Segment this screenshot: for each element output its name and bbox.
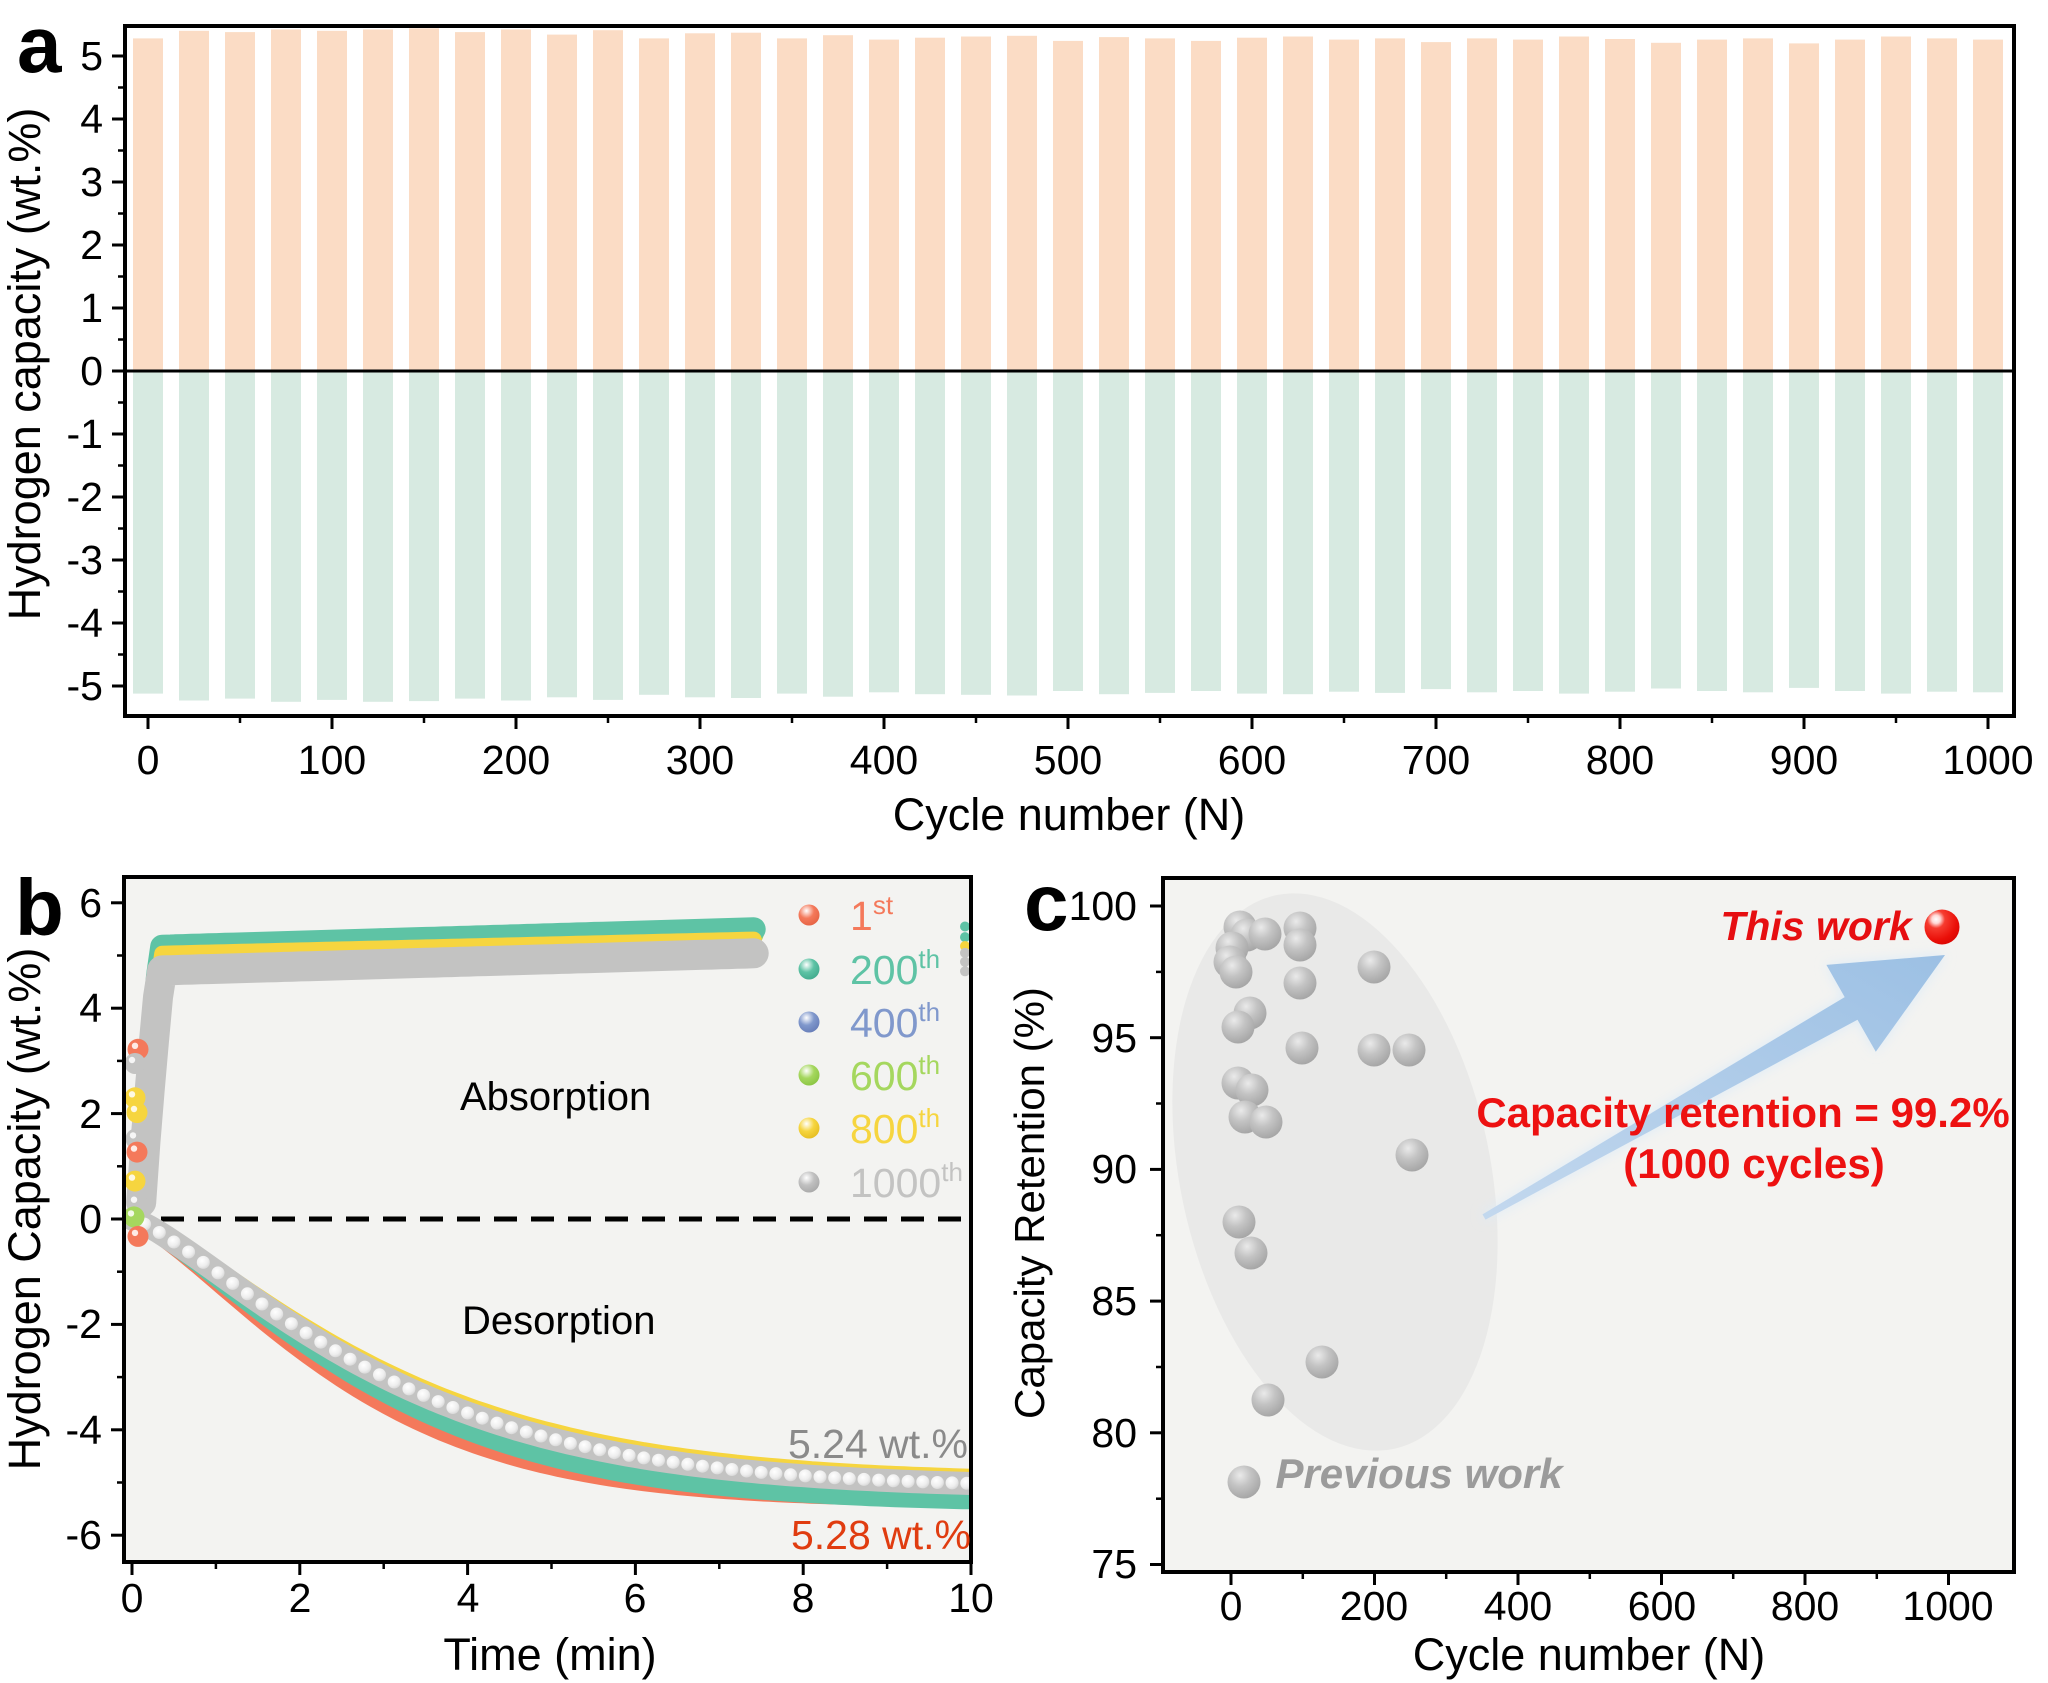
svg-text:a: a: [17, 0, 62, 89]
svg-text:Hydrogen capacity (wt.%): Hydrogen capacity (wt.%): [0, 108, 50, 621]
svg-text:100: 100: [298, 737, 366, 783]
svg-text:600: 600: [1628, 1583, 1696, 1629]
svg-text:5.28 wt.%: 5.28 wt.%: [791, 1512, 971, 1558]
svg-text:2: 2: [79, 1091, 102, 1137]
svg-text:Time (min): Time (min): [443, 1629, 656, 1680]
svg-text:This work: This work: [1720, 903, 1914, 949]
svg-text:-5: -5: [67, 663, 103, 709]
svg-text:(1000 cycles): (1000 cycles): [1623, 1140, 1885, 1187]
svg-text:90: 90: [1091, 1146, 1137, 1192]
svg-text:4: 4: [80, 96, 103, 142]
svg-text:800: 800: [1586, 737, 1654, 783]
svg-text:Capacity retention = 99.2%: Capacity retention = 99.2%: [1476, 1089, 2009, 1136]
svg-text:1000th: 1000th: [850, 1157, 963, 1206]
svg-text:75: 75: [1091, 1541, 1137, 1587]
svg-text:Previous work: Previous work: [1275, 1450, 1565, 1497]
svg-text:2: 2: [80, 222, 103, 268]
svg-text:0: 0: [121, 1575, 144, 1621]
svg-text:900: 900: [1770, 737, 1838, 783]
svg-text:200: 200: [1340, 1583, 1408, 1629]
svg-text:95: 95: [1091, 1015, 1137, 1061]
svg-text:4: 4: [79, 985, 102, 1031]
svg-text:8: 8: [792, 1575, 815, 1621]
svg-text:Capacity Retention (%): Capacity Retention (%): [1006, 987, 1053, 1419]
svg-text:400: 400: [850, 737, 918, 783]
svg-text:4: 4: [457, 1575, 480, 1621]
svg-text:500: 500: [1034, 737, 1102, 783]
svg-text:5.24 wt.%: 5.24 wt.%: [788, 1421, 968, 1467]
svg-text:-2: -2: [67, 474, 103, 520]
svg-text:6: 6: [79, 880, 102, 926]
svg-text:6: 6: [624, 1575, 647, 1621]
svg-text:5: 5: [80, 33, 103, 79]
svg-text:Cycle number (N): Cycle number (N): [893, 789, 1246, 840]
svg-text:85: 85: [1091, 1278, 1137, 1324]
svg-text:b: b: [15, 863, 64, 952]
svg-text:-4: -4: [66, 1407, 102, 1453]
svg-text:300: 300: [666, 737, 734, 783]
svg-text:-6: -6: [66, 1512, 102, 1558]
svg-text:0: 0: [1220, 1583, 1243, 1629]
svg-text:-3: -3: [67, 537, 103, 583]
svg-text:700: 700: [1402, 737, 1470, 783]
svg-text:-4: -4: [67, 600, 103, 646]
svg-text:100: 100: [1069, 883, 1137, 929]
svg-text:800: 800: [1771, 1583, 1839, 1629]
svg-text:Absorption: Absorption: [460, 1075, 651, 1119]
svg-text:80: 80: [1091, 1410, 1137, 1456]
svg-text:2: 2: [289, 1575, 312, 1621]
svg-text:1000: 1000: [1902, 1583, 1993, 1629]
svg-text:Desorption: Desorption: [462, 1299, 655, 1343]
svg-text:c: c: [1024, 858, 1069, 947]
svg-text:10: 10: [948, 1575, 994, 1621]
svg-text:400: 400: [1484, 1583, 1552, 1629]
svg-text:0: 0: [79, 1196, 102, 1242]
svg-text:600: 600: [1218, 737, 1286, 783]
svg-text:-1: -1: [67, 411, 103, 457]
svg-text:3: 3: [80, 159, 103, 205]
svg-text:0: 0: [137, 737, 160, 783]
svg-text:1000: 1000: [1942, 737, 2033, 783]
svg-text:0: 0: [80, 348, 103, 394]
svg-text:Hydrogen Capacity (wt.%): Hydrogen Capacity (wt.%): [0, 948, 50, 1471]
svg-text:Cycle number (N): Cycle number (N): [1413, 1629, 1766, 1680]
svg-text:-2: -2: [66, 1301, 102, 1347]
svg-text:200: 200: [482, 737, 550, 783]
svg-text:1: 1: [80, 285, 103, 331]
